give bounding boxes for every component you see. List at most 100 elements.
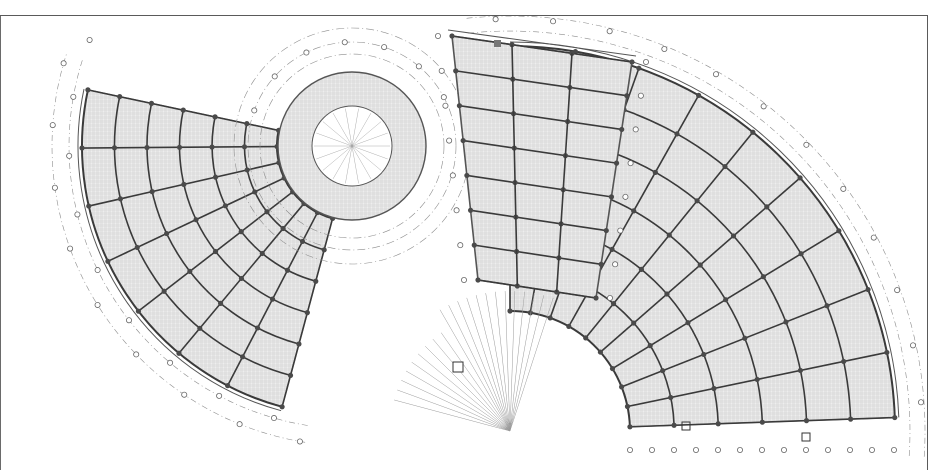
- viewport-top-bar: [0, 0, 928, 16]
- rotunda-radial: [351, 145, 388, 160]
- outer-wall-line: [509, 41, 900, 418]
- column-node: [238, 229, 244, 235]
- construction-line: [432, 338, 511, 432]
- column-node: [638, 266, 645, 272]
- circle-bubble-icon: [51, 184, 58, 191]
- rotunda-radial: [332, 145, 353, 180]
- column-node: [711, 385, 717, 392]
- circle-bubble-icon: [909, 342, 916, 349]
- circle-bubble-icon: [236, 421, 243, 428]
- column-node: [238, 275, 245, 282]
- circle-bubble-icon: [869, 446, 876, 453]
- column-node: [723, 297, 729, 303]
- circle-bubble-icon: [617, 227, 624, 234]
- column-node: [79, 145, 85, 151]
- circle-bubble-icon: [627, 446, 634, 453]
- circle-bubble-icon: [606, 28, 613, 35]
- circle-bubble-icon: [381, 44, 388, 51]
- column-node: [176, 350, 182, 356]
- column-node: [212, 248, 219, 255]
- north-wing-beam: [477, 279, 597, 299]
- construction-line: [485, 293, 511, 432]
- column-node: [619, 384, 625, 390]
- north-wing-beam: [466, 174, 612, 198]
- circle-bubble-icon: [627, 160, 634, 167]
- north-wing-beam: [474, 244, 602, 266]
- column-node: [660, 368, 666, 374]
- circle-bubble-icon: [759, 446, 766, 453]
- column-node: [507, 308, 513, 314]
- rotunda-radial: [351, 145, 359, 184]
- north-wing-beam: [455, 70, 627, 97]
- construction-line: [411, 361, 511, 432]
- column-node: [824, 303, 830, 309]
- construction-line: [509, 291, 516, 432]
- column-node: [701, 351, 707, 358]
- column-node: [730, 233, 737, 239]
- column-node: [244, 167, 250, 173]
- circle-bubble-icon: [637, 92, 644, 99]
- column-node: [254, 325, 261, 331]
- column-node: [759, 419, 765, 425]
- column-node: [666, 232, 672, 238]
- column-node: [471, 242, 477, 248]
- grid-arc: [68, 58, 308, 426]
- column-node: [848, 416, 854, 422]
- circle-bubble-icon: [643, 59, 650, 66]
- column-node: [239, 354, 246, 360]
- column-node: [449, 33, 455, 39]
- construction-line: [509, 297, 554, 432]
- column-node: [209, 144, 215, 150]
- floor-plan-drawing[interactable]: [0, 16, 926, 470]
- circle-bubble-icon: [94, 301, 101, 308]
- column-node: [475, 277, 481, 283]
- north-wing-beam: [511, 44, 519, 287]
- construction-line: [475, 295, 511, 432]
- column-node: [603, 227, 609, 234]
- square-column-icon: [494, 40, 501, 47]
- rotunda-radial: [332, 112, 353, 147]
- column-node: [296, 341, 302, 347]
- construction-line: [424, 345, 511, 432]
- construction-line: [397, 389, 511, 432]
- column-node: [321, 247, 327, 253]
- column-node: [798, 251, 804, 257]
- column-node: [86, 203, 92, 209]
- circle-bubble-icon: [649, 446, 656, 453]
- column-node: [764, 204, 770, 210]
- column-node: [149, 189, 155, 195]
- column-node: [609, 365, 616, 372]
- column-node: [264, 209, 270, 215]
- circle-bubble-icon: [86, 36, 93, 43]
- column-node: [509, 42, 515, 48]
- column-node: [608, 194, 615, 200]
- column-node: [715, 421, 721, 427]
- circle-bubble-icon: [271, 73, 278, 80]
- rotunda-radial: [316, 145, 353, 160]
- column-node: [460, 137, 466, 144]
- column-node: [627, 424, 633, 430]
- north-wing-outer-wall: [447, 29, 637, 57]
- square-column-icon: [452, 361, 464, 373]
- north-wing-beam: [451, 35, 633, 63]
- circle-bubble-icon: [303, 49, 310, 56]
- column-node: [750, 129, 756, 135]
- column-node: [313, 278, 319, 284]
- construction-line: [457, 301, 511, 432]
- circle-bubble-icon: [440, 94, 447, 101]
- column-node: [696, 92, 702, 98]
- circle-bubble-icon: [251, 107, 258, 114]
- column-node: [598, 261, 604, 267]
- column-node: [797, 175, 803, 181]
- column-node: [287, 372, 294, 379]
- circle-bubble-icon: [803, 141, 810, 148]
- column-node: [631, 208, 637, 214]
- grid-arc: [466, 16, 926, 460]
- column-node: [760, 274, 766, 280]
- column-node: [161, 288, 167, 294]
- column-node: [144, 144, 150, 151]
- north-wing-beam: [459, 104, 622, 131]
- column-node: [284, 267, 291, 273]
- column-node: [631, 320, 637, 326]
- circle-bubble-icon: [270, 415, 277, 422]
